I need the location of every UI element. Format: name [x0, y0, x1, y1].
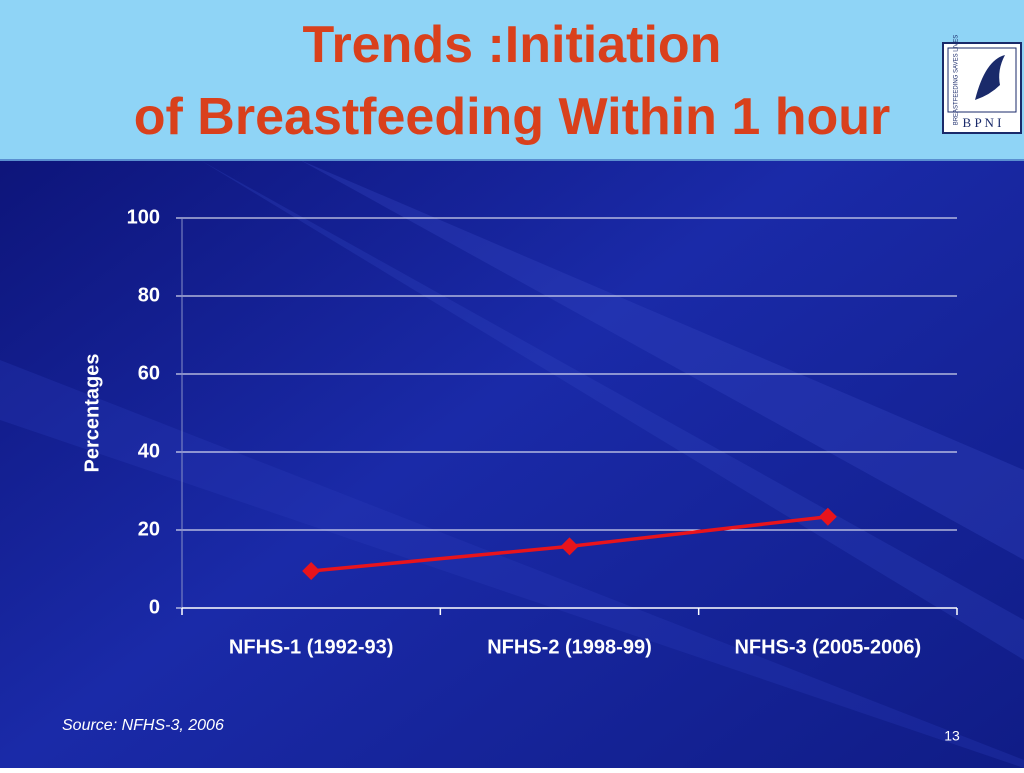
logo-tagline: BREASTFEEDING SAVES LIVES: [954, 35, 960, 126]
title-line-1: Trends :Initiation: [303, 16, 722, 74]
header-band: [0, 0, 1024, 160]
page-number: 13: [944, 728, 960, 744]
ray: [300, 160, 1024, 560]
ray: [200, 160, 1024, 660]
x-tick-label: NFHS-3 (2005-2006): [734, 636, 921, 658]
source: Source: NFHS-3, 2006: [62, 717, 224, 734]
y-axis-label: Percentages: [81, 354, 103, 473]
data-point: [560, 537, 579, 556]
y-tick-label: 0: [149, 596, 160, 618]
data-point: [302, 561, 321, 580]
data-point: [818, 507, 837, 526]
ray: [0, 360, 1024, 768]
y-tick-label: 80: [138, 284, 160, 306]
logo-figure: [975, 55, 1005, 100]
logo-text: B P N I: [963, 115, 1002, 130]
y-tick-label: 100: [127, 206, 160, 228]
x-tick-label: NFHS-1 (1992-93): [229, 636, 394, 658]
x-tick-label: NFHS-2 (1998-99): [487, 636, 652, 658]
y-tick-label: 60: [138, 362, 160, 384]
logo: BREASTFEEDING SAVES LIVES B P N I: [942, 35, 1022, 134]
y-tick-label: 40: [138, 440, 160, 462]
title-line-2: of Breastfeeding Within 1 hour: [134, 88, 890, 146]
y-tick-label: 20: [138, 518, 160, 540]
